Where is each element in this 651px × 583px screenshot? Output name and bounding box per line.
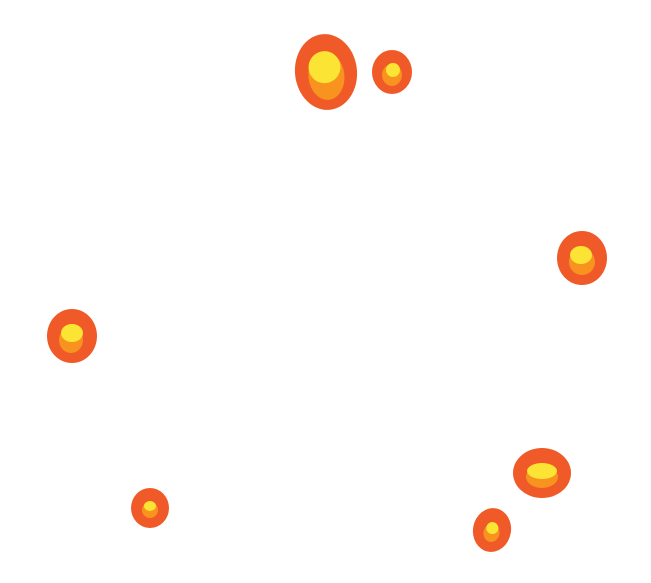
blob-bottom-right-small-core: [486, 522, 499, 535]
blob-bottom-right-small: [472, 508, 512, 552]
blob-small-top-core: [386, 63, 400, 77]
blob-bottom-left: [131, 488, 169, 528]
blob-right-core: [570, 246, 592, 264]
blob-left-core: [61, 324, 83, 342]
blob-group: [47, 34, 607, 552]
blob-bottom-left-core: [144, 501, 156, 511]
blob-bottom-right: [513, 448, 571, 498]
blob-right: [557, 231, 607, 285]
blob-left: [47, 309, 97, 363]
blob-small-top: [372, 50, 412, 94]
blob-large-top-core: [308, 51, 341, 84]
blob-bottom-right-core: [527, 463, 557, 479]
blob-large-top: [294, 34, 358, 110]
